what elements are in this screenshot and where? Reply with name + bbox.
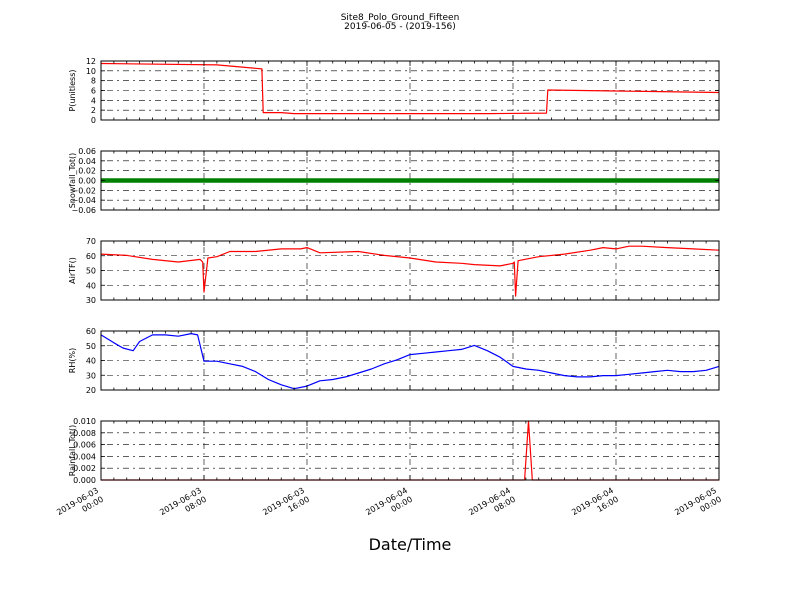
- y-tick-label: 12: [86, 57, 96, 66]
- y-tick-label: 2: [91, 106, 96, 115]
- x-tick-label: 2019-06-0316:00: [261, 486, 311, 526]
- y-tick-label: 8: [91, 77, 96, 86]
- y-tick-label: 60: [86, 327, 96, 336]
- y-tick-label: 0.04: [78, 157, 96, 166]
- x-tick-label: 2019-06-0408:00: [467, 486, 517, 526]
- y-tick-label: 6: [91, 87, 96, 96]
- y-tick-label: 50: [86, 342, 96, 351]
- y-tick-label: 70: [86, 237, 96, 246]
- y-tick-label: −0.04: [71, 196, 96, 205]
- y-axis-label: P(unitless): [68, 69, 77, 111]
- y-tick-label: 0.00: [78, 177, 96, 186]
- y-tick-label: 4: [91, 96, 96, 105]
- y-tick-label: 40: [86, 357, 96, 366]
- y-axis-label: AirTF(): [68, 257, 77, 284]
- y-tick-label: 0.004: [73, 452, 96, 461]
- y-axis-label: Snowfall_Tot(): [68, 153, 77, 209]
- y-tick-label: 10: [86, 67, 96, 76]
- chart-subtitle: 2019-06-05 - (2019-156): [344, 22, 456, 32]
- chart-title: Site8_Polo_Ground_Fifteen: [341, 13, 460, 23]
- y-tick-label: 40: [86, 281, 96, 290]
- x-tick-label: 2019-06-0300:00: [55, 486, 105, 526]
- y-tick-label: 0: [91, 116, 96, 125]
- y-tick-label: 30: [86, 371, 96, 380]
- y-tick-label: 0.006: [73, 441, 96, 450]
- series-line: [100, 62, 720, 115]
- y-axis-label: RH(%): [68, 348, 77, 373]
- y-tick-label: 60: [86, 252, 96, 261]
- series-line: [100, 245, 720, 297]
- y-tick-label: 0.010: [73, 417, 96, 426]
- y-tick-label: 0.000: [73, 476, 96, 485]
- y-tick-label: −0.02: [71, 186, 96, 195]
- x-tick-label: 2019-06-0500:00: [673, 486, 723, 526]
- x-tick-label: 2019-06-0416:00: [570, 486, 620, 526]
- y-tick-label: 0.008: [73, 429, 96, 438]
- x-axis-label: Date/Time: [369, 535, 452, 554]
- y-tick-label: 0.002: [73, 464, 96, 473]
- y-tick-label: 20: [86, 386, 96, 395]
- y-tick-label: −0.06: [71, 206, 96, 215]
- y-tick-label: 30: [86, 296, 96, 305]
- x-tick-label: 2019-06-0400:00: [364, 486, 414, 526]
- y-axis-label: Rainfall_Tot(): [68, 425, 77, 477]
- y-tick-label: 50: [86, 267, 96, 276]
- y-tick-label: 0.06: [78, 147, 96, 156]
- y-tick-label: 0.02: [78, 167, 96, 176]
- series-line: [100, 333, 720, 390]
- x-tick-label: 2019-06-0308:00: [158, 486, 208, 526]
